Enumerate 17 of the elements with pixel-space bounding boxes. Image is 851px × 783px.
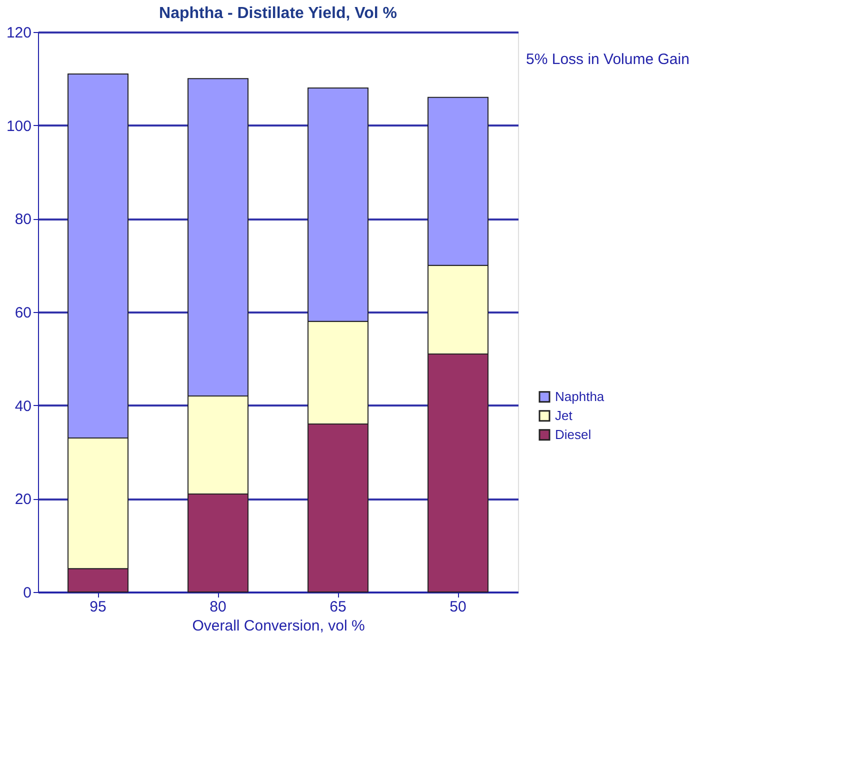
x-tick-label: 95 bbox=[90, 598, 106, 616]
y-tick-label: 60 bbox=[14, 304, 32, 322]
x-axis-title: Overall Conversion, vol % bbox=[192, 618, 365, 634]
y-tick-label: 0 bbox=[23, 584, 32, 602]
x-tick-label: 80 bbox=[210, 598, 226, 616]
legend-label: Diesel bbox=[555, 426, 592, 442]
y-tick-label: 80 bbox=[14, 211, 32, 228]
y-tick-label: 120 bbox=[6, 24, 32, 42]
x-tick-label: 65 bbox=[330, 598, 346, 616]
chart-title: Naphtha - Distillate Yield, Vol % bbox=[159, 5, 397, 22]
y-tick-label: 40 bbox=[14, 398, 32, 415]
legend-label: Jet bbox=[555, 408, 573, 423]
x-tick-label: 50 bbox=[450, 598, 466, 616]
text: 5% Loss in Volume Gain bbox=[526, 51, 690, 68]
y-tick-label: 100 bbox=[6, 118, 32, 135]
y-tick-label: 20 bbox=[14, 491, 32, 508]
legend-label: Naphtha bbox=[555, 388, 605, 404]
